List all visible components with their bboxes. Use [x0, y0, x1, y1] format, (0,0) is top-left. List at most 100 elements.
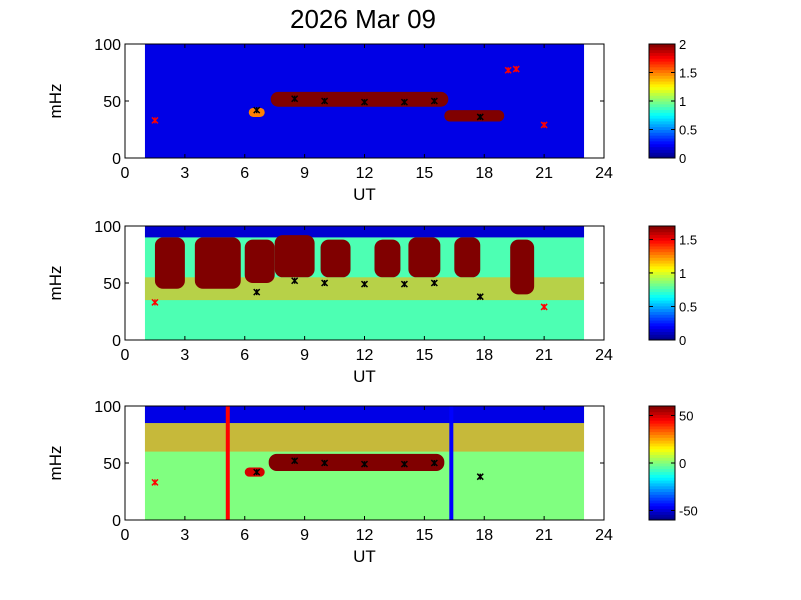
- colorbar-swatch: [649, 317, 675, 321]
- x-tick-label: 15: [415, 165, 433, 182]
- colorbar-swatch: [649, 86, 675, 91]
- y-tick-label: 100: [94, 37, 121, 54]
- data-marker: [291, 95, 299, 103]
- colorbar-swatch: [649, 451, 675, 455]
- y-tick-label: 50: [103, 94, 121, 111]
- colorbar-swatch: [649, 494, 675, 498]
- y-tick-label: 100: [94, 399, 121, 416]
- x-tick-label: 18: [475, 165, 493, 182]
- colorbar-swatch: [649, 126, 675, 130]
- y-axis-label: mHz: [46, 266, 65, 301]
- colorbar-swatch: [649, 297, 675, 301]
- colorbar-swatch: [649, 254, 675, 258]
- colorbar-swatch: [649, 411, 675, 416]
- colorbar-swatch: [649, 488, 675, 492]
- colorbar-swatch: [649, 302, 675, 307]
- colorbar-swatch: [649, 98, 675, 102]
- x-tick-label: 21: [535, 527, 553, 544]
- colorbar-tick-label: 0: [679, 333, 686, 348]
- x-tick-label: 21: [535, 165, 553, 182]
- heatmap-feature: [154, 237, 185, 289]
- heatmap-feature: [454, 237, 481, 278]
- x-tick-label: 9: [300, 165, 309, 182]
- colorbar-swatch: [649, 420, 675, 424]
- colorbar-swatch: [649, 263, 675, 267]
- colorbar-swatch: [649, 123, 675, 128]
- colorbar-swatch: [649, 228, 675, 233]
- heatmap-feature: [320, 239, 351, 278]
- data-marker: [321, 279, 329, 287]
- colorbar-swatch: [649, 482, 675, 487]
- colorbar-swatch: [649, 425, 675, 430]
- data-marker: [430, 279, 438, 287]
- x-tick-label: 0: [121, 347, 130, 364]
- data-marker: [540, 303, 548, 311]
- data-marker: [253, 288, 261, 296]
- colorbar-swatch: [649, 146, 675, 150]
- colorbar-swatch: [649, 474, 675, 478]
- colorbar-swatch: [649, 155, 675, 159]
- colorbar-tick-label: 0.5: [679, 299, 697, 314]
- colorbar-swatch: [649, 95, 675, 99]
- colorbar-swatch: [649, 328, 675, 332]
- colorbar-swatch: [649, 291, 675, 295]
- panel-1: 0 3 6 9 12 15 18 21 24 0 50 100 UT mHz 0 0.5 1 1.5 2: [46, 37, 697, 204]
- colorbar-swatch: [649, 511, 675, 515]
- x-axis-label: UT: [353, 367, 376, 386]
- colorbar-swatch: [649, 46, 675, 51]
- x-tick-label: 24: [595, 347, 613, 364]
- x-axis-label: UT: [353, 185, 376, 204]
- data-marker: [476, 293, 484, 301]
- heatmap-top-band: [144, 406, 585, 424]
- x-tick-label: 15: [415, 347, 433, 364]
- heatmap-feature: [244, 467, 265, 477]
- colorbar-swatch: [649, 143, 675, 148]
- x-tick-label: 24: [595, 527, 613, 544]
- colorbar-tick-label: 1: [679, 266, 686, 281]
- data-marker: [430, 97, 438, 105]
- colorbar-swatch: [649, 331, 675, 335]
- x-tick-label: 6: [240, 347, 249, 364]
- panel-2: 0 3 6 9 12 15 18 21 24 0 50 100 UT mHz 0 0.5 1 1.5: [46, 219, 697, 386]
- heatmap-feature: [444, 110, 505, 122]
- colorbar-swatch: [649, 81, 675, 85]
- data-marker: [321, 459, 329, 467]
- colorbar-swatch: [649, 431, 675, 435]
- colorbar-swatch: [649, 226, 675, 230]
- data-marker: [400, 460, 408, 468]
- data-marker: [291, 277, 299, 285]
- colorbar-swatch: [649, 311, 675, 315]
- y-tick-label: 0: [112, 151, 121, 168]
- colorbar-swatch: [649, 120, 675, 125]
- figure-title: 2026 Mar 09: [290, 4, 436, 34]
- colorbar-swatch: [649, 460, 675, 464]
- colorbar-swatch: [649, 508, 675, 512]
- colorbar-swatch: [649, 138, 675, 142]
- colorbar-swatch: [649, 414, 675, 418]
- colorbar-swatch: [649, 268, 675, 273]
- y-tick-label: 0: [112, 333, 121, 350]
- data-marker: [476, 473, 484, 481]
- colorbar-swatch: [649, 75, 675, 79]
- colorbar-swatch: [649, 322, 675, 327]
- colorbar-swatch: [649, 285, 675, 290]
- colorbar-tick-label: 0.5: [679, 123, 697, 138]
- data-marker: [400, 98, 408, 106]
- colorbar-swatch: [649, 502, 675, 507]
- x-tick-label: 0: [121, 165, 130, 182]
- colorbar-swatch: [649, 240, 675, 244]
- x-tick-label: 0: [121, 527, 130, 544]
- colorbar-tick-label: 1.5: [679, 66, 697, 81]
- colorbar: 0 0.5 1 1.5 2: [648, 37, 697, 166]
- data-marker: [151, 478, 159, 486]
- heatmap: [144, 406, 585, 520]
- colorbar-swatch: [649, 491, 675, 495]
- x-tick-label: 21: [535, 347, 553, 364]
- y-axis-label: mHz: [46, 84, 65, 119]
- colorbar-swatch: [649, 69, 675, 73]
- x-tick-label: 3: [180, 165, 189, 182]
- colorbar-swatch: [649, 49, 675, 54]
- colorbar-swatch: [649, 103, 675, 108]
- colorbar-swatch: [649, 248, 675, 253]
